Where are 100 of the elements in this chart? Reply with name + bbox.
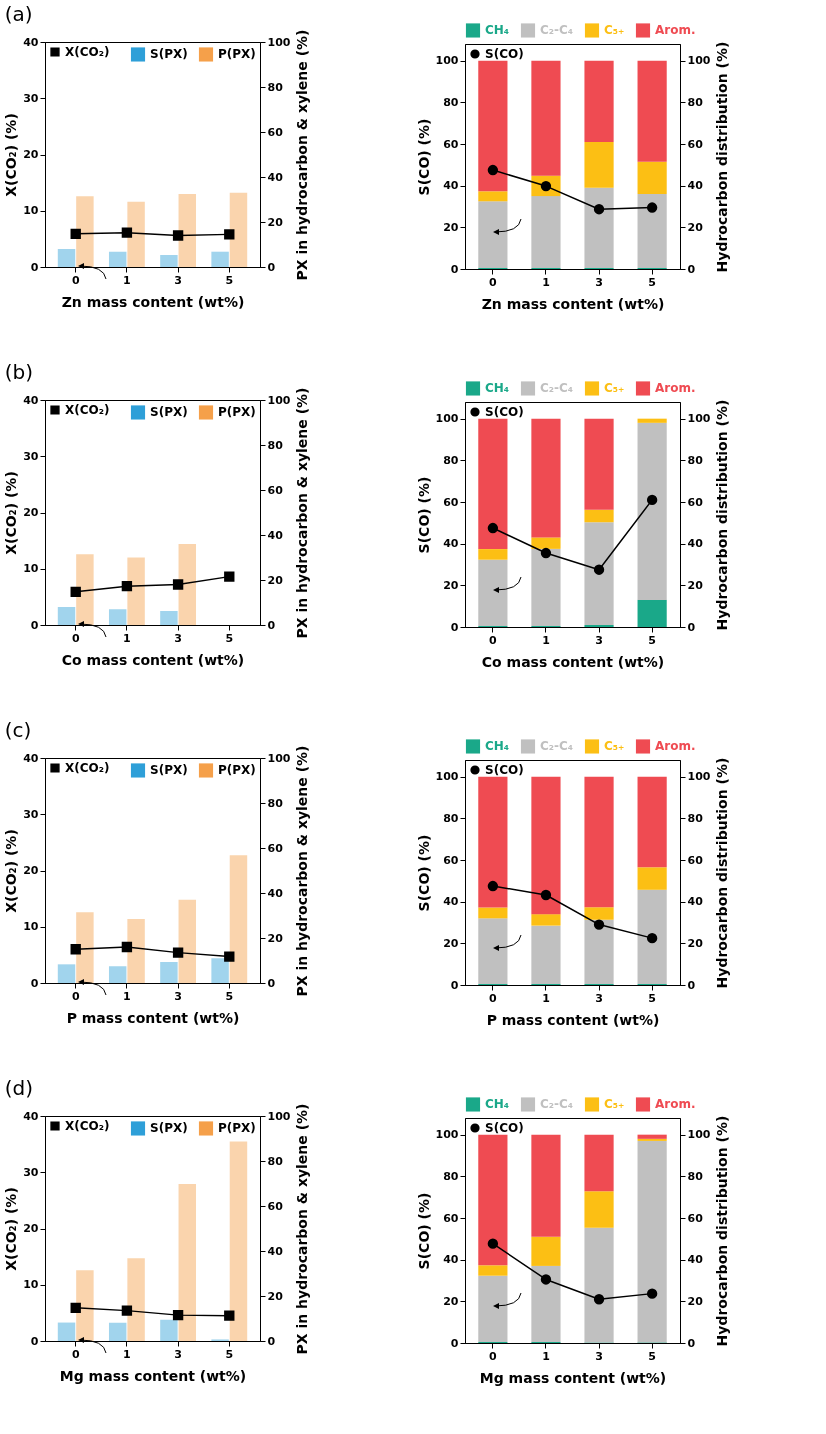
y-tick-label: 0 [30,618,39,632]
point [172,1309,184,1321]
x-tick-label: 1 [123,273,131,287]
legend-label: S(PX) [150,763,188,778]
bar [531,548,561,626]
x-tick-label: 1 [542,633,550,647]
y2-tick-label: 0 [267,260,276,274]
y2-tick-label: 20 [267,1289,284,1303]
bar [478,418,508,550]
legend-label: S(PX) [150,405,188,420]
bar [531,1236,561,1266]
y-tick-label: 20 [443,936,459,950]
x-tick-label: 3 [174,631,182,645]
y-tick-label: 40 [443,895,459,909]
bar [76,912,94,983]
y2-tick-label: 100 [687,1128,711,1142]
y-tick-label: 10 [23,1278,39,1292]
y2-tick-label: 0 [687,978,696,992]
y-tick-label: 0 [450,262,459,276]
y-axis-title: S(CO) (%) [415,1192,432,1270]
y2-tick-label: 80 [687,1169,704,1183]
legend-label: C₂-C₄ [540,1097,574,1112]
bar [160,1319,178,1341]
bar [584,1191,614,1228]
y2-tick-label: 0 [687,262,696,276]
x-tick-label: 0 [71,989,80,1003]
y2-tick-label: 100 [267,1109,291,1123]
bar [584,187,614,268]
y-tick-label: 30 [23,449,39,463]
legend-label: Arom. [655,23,696,38]
bar [584,907,614,920]
y-tick-label: 20 [443,578,459,592]
point [121,581,133,592]
y2-tick-label: 60 [267,125,284,139]
y-axis-title: X(CO₂) (%) [3,113,20,197]
bar [531,537,561,549]
bar [584,522,614,625]
bar [76,196,94,267]
bar [531,925,561,984]
x-axis-title: Co mass content (wt%) [61,651,245,668]
y-axis-title: S(CO) (%) [415,834,432,912]
legend-label: X(CO₂) [65,761,110,775]
bar [584,1134,614,1192]
point [121,1305,133,1316]
y-tick-label: 80 [443,95,459,109]
y-tick-label: 0 [450,978,459,992]
legend-label: C₅₊ [604,381,625,396]
point [646,202,658,213]
bar [584,1227,614,1343]
x-tick-label: 5 [648,1349,656,1363]
y2-tick-label: 20 [687,578,704,592]
bar [127,201,145,267]
legend-label: P(PX) [218,1121,256,1136]
legend-label: P(PX) [218,405,256,420]
y2-axis-title: PX in hydrocarbon & xylene (%) [294,1103,311,1355]
y2-tick-label: 0 [687,620,696,634]
x-tick-label: 1 [123,989,131,1003]
y-tick-label: 0 [450,620,459,634]
bar [229,855,248,983]
legend-label: Arom. [655,1097,696,1112]
bar [637,776,667,868]
chart-title: (d) [4,1075,33,1100]
bar [478,776,508,908]
bar [531,418,561,538]
legend-label: Arom. [655,739,696,754]
x-axis-title: P mass content (wt%) [486,1011,660,1028]
y-tick-label: 40 [23,1109,39,1123]
bar [57,249,76,267]
y-tick-label: 80 [443,811,459,825]
x-tick-label: 1 [542,1349,550,1363]
y2-tick-label: 40 [267,170,284,184]
point [593,1294,605,1305]
y-axis-title: S(CO) (%) [415,118,432,196]
bar [584,776,614,908]
y-tick-label: 40 [23,35,39,49]
point [487,522,499,534]
y2-tick-label: 80 [267,438,284,452]
bar [229,1141,248,1341]
point [172,579,184,590]
x-tick-label: 5 [225,1347,234,1361]
y-tick-label: 60 [443,495,459,509]
x-tick-label: 3 [174,989,182,1003]
y-tick-label: 60 [443,137,459,151]
y2-tick-label: 60 [267,1199,284,1213]
y-tick-label: 80 [443,1169,459,1183]
bar [57,1322,76,1341]
point [646,1288,658,1299]
point [121,941,133,953]
x-tick-label: 1 [542,275,550,289]
bar [637,60,667,162]
y-tick-label: 40 [23,393,39,407]
bar [637,418,667,423]
point [487,164,499,176]
y-tick-label: 20 [23,864,39,877]
y-tick-label: 40 [443,179,459,193]
bar [178,193,197,267]
bar [637,422,667,600]
bar [178,1183,197,1341]
y2-tick-label: 100 [267,751,291,765]
y-tick-label: 30 [23,1165,39,1179]
